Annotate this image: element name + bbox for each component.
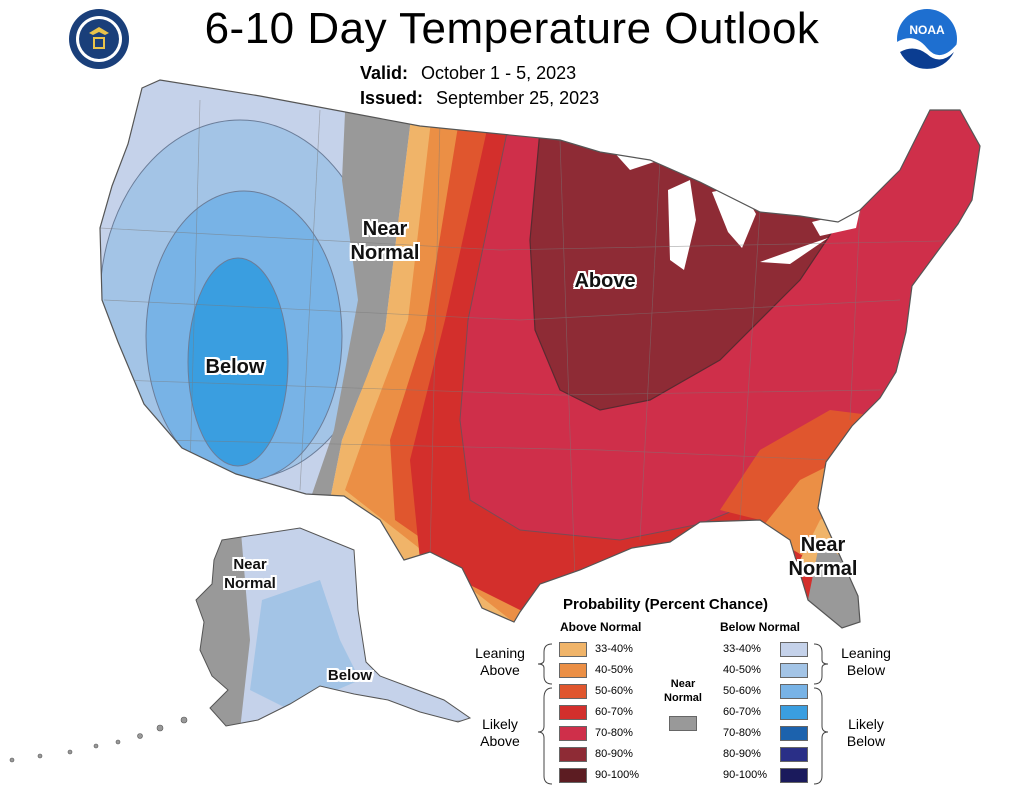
likely-below-label: Likely Below xyxy=(846,716,886,749)
above-swatch xyxy=(559,663,587,678)
legend-title: Probability (Percent Chance) xyxy=(563,596,769,613)
near-normal-alaska-label: Near Normal xyxy=(224,556,276,592)
leaning-below-label: Leaning Below xyxy=(841,645,891,678)
valid-dates: October 1 - 5, 2023 xyxy=(421,63,577,83)
conus-outline xyxy=(99,79,981,629)
below-swatch-label: 40-50% xyxy=(723,664,761,676)
above-swatch-label: 70-80% xyxy=(595,727,633,739)
below-swatch xyxy=(780,663,808,678)
above-swatch-label: 40-50% xyxy=(595,664,633,676)
below-swatch-label: 80-90% xyxy=(723,748,761,760)
issued-line: Issued: September 25, 2023 xyxy=(360,88,599,109)
noaa-logo-text: NOAA xyxy=(909,23,945,37)
below-west-label: Below xyxy=(205,356,265,378)
above-swatch xyxy=(559,705,587,720)
noaa-logo: NOAA xyxy=(897,9,957,70)
below-swatch-label: 60-70% xyxy=(723,706,761,718)
above-swatch xyxy=(559,642,587,657)
near-normal-west-label: Near Normal xyxy=(350,218,420,264)
near-normal-florida-label: Near Normal xyxy=(788,534,858,580)
above-label: Above xyxy=(574,270,636,292)
leaning-above-label: Leaning Above xyxy=(475,645,525,678)
valid-line: Valid: October 1 - 5, 2023 xyxy=(360,63,576,84)
above-swatch-label: 50-60% xyxy=(595,685,633,697)
below-swatch xyxy=(780,768,808,783)
below-alaska-label: Below xyxy=(327,667,373,684)
issued-label: Issued: xyxy=(360,88,424,108)
below-swatch-label: 70-80% xyxy=(723,727,761,739)
above-swatch xyxy=(559,768,587,783)
above-swatch-label: 90-100% xyxy=(595,769,640,781)
below-swatch xyxy=(780,684,808,699)
above-swatch xyxy=(559,747,587,762)
legend-near-normal-swatch xyxy=(669,716,697,731)
below-swatch-label: 33-40% xyxy=(723,643,761,655)
above-swatch xyxy=(559,726,587,741)
aleutian-islands xyxy=(9,716,188,763)
valid-label: Valid: xyxy=(360,63,409,83)
below-swatch-label: 50-60% xyxy=(723,685,761,697)
likely-above-label: Likely Above xyxy=(480,716,520,749)
below-swatch xyxy=(780,726,808,741)
below-swatch-label: 90-100% xyxy=(723,769,768,781)
below-swatch xyxy=(780,747,808,762)
above-swatch-label: 80-90% xyxy=(595,748,633,760)
below-swatch xyxy=(780,705,808,720)
legend-below-header: Below Normal xyxy=(720,620,801,634)
below-braces xyxy=(813,643,829,785)
above-swatch xyxy=(559,684,587,699)
above-swatch-label: 33-40% xyxy=(595,643,633,655)
legend-near-normal-label: Near Normal xyxy=(664,678,702,704)
below-swatch xyxy=(780,642,808,657)
map-title: 6-10 Day Temperature Outlook xyxy=(204,4,820,53)
alaska-outline xyxy=(195,527,472,727)
state-borders xyxy=(100,99,980,581)
above-braces xyxy=(537,643,553,785)
legend-above-header: Above Normal xyxy=(560,620,642,634)
issued-date: September 25, 2023 xyxy=(436,88,600,108)
doc-seal-logo xyxy=(69,9,129,69)
above-swatch-label: 60-70% xyxy=(595,706,633,718)
